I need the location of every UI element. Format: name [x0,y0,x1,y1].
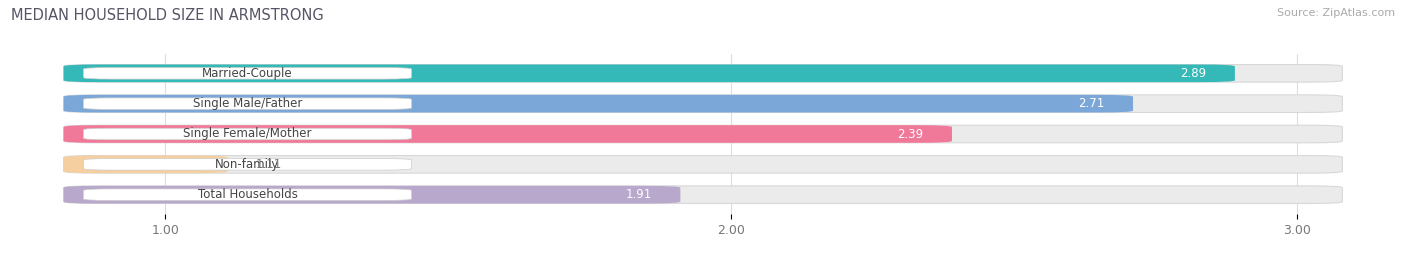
Text: Single Male/Father: Single Male/Father [193,97,302,110]
FancyBboxPatch shape [63,125,1343,143]
Text: Non-family: Non-family [215,158,280,171]
Text: Single Female/Mother: Single Female/Mother [183,128,312,140]
Text: 2.39: 2.39 [897,128,924,140]
FancyBboxPatch shape [63,186,1343,203]
Text: MEDIAN HOUSEHOLD SIZE IN ARMSTRONG: MEDIAN HOUSEHOLD SIZE IN ARMSTRONG [11,8,323,23]
FancyBboxPatch shape [83,68,412,79]
FancyBboxPatch shape [63,155,228,173]
FancyBboxPatch shape [63,125,952,143]
FancyBboxPatch shape [63,155,1343,173]
FancyBboxPatch shape [83,189,412,200]
FancyBboxPatch shape [83,98,412,109]
Text: Married-Couple: Married-Couple [202,67,292,80]
FancyBboxPatch shape [63,95,1343,113]
Text: Source: ZipAtlas.com: Source: ZipAtlas.com [1277,8,1395,18]
Text: 2.89: 2.89 [1181,67,1206,80]
FancyBboxPatch shape [83,159,412,170]
Text: 1.11: 1.11 [256,158,283,171]
Text: 2.71: 2.71 [1078,97,1105,110]
FancyBboxPatch shape [83,128,412,140]
FancyBboxPatch shape [63,65,1343,82]
Text: 1.91: 1.91 [626,188,652,201]
FancyBboxPatch shape [63,186,681,203]
FancyBboxPatch shape [63,65,1234,82]
FancyBboxPatch shape [63,95,1133,113]
Text: Total Households: Total Households [198,188,298,201]
